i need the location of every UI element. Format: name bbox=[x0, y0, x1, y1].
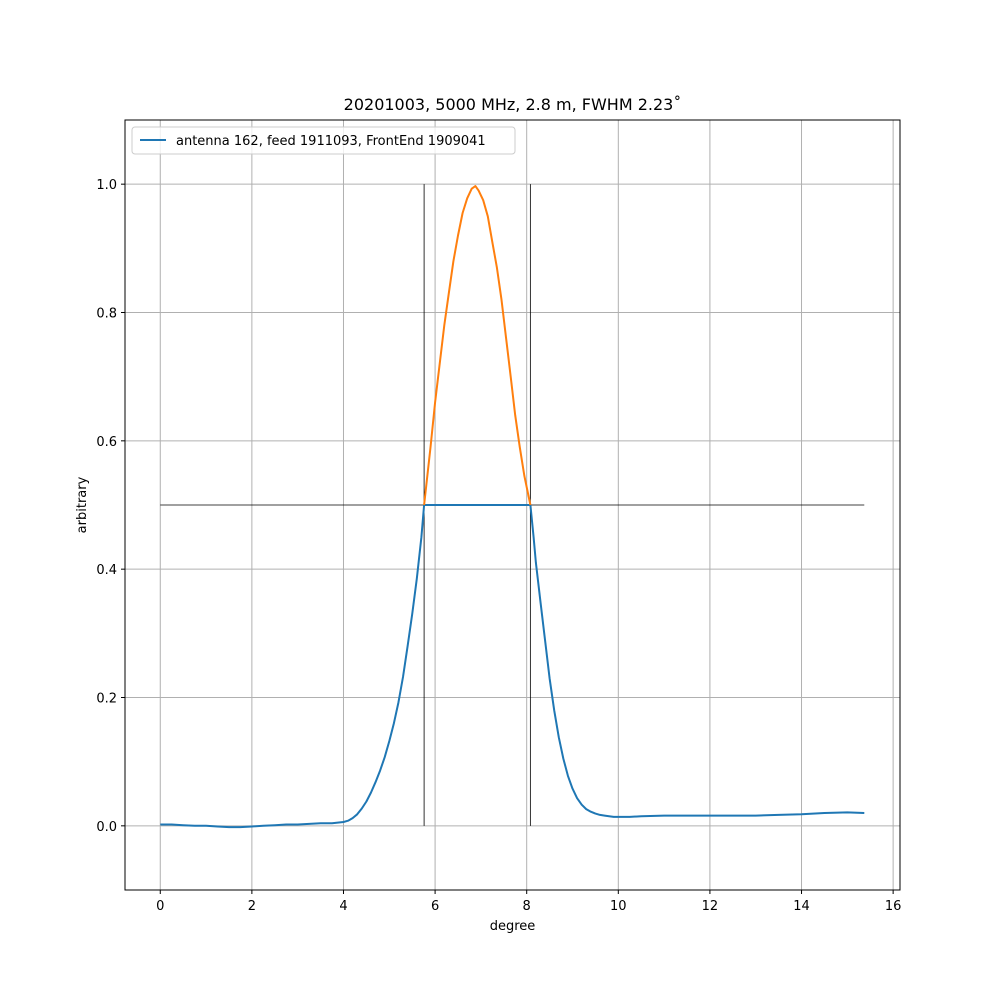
x-tick-label: 14 bbox=[793, 899, 810, 914]
y-tick-label: 0.4 bbox=[96, 563, 117, 578]
series-line-1 bbox=[160, 504, 865, 829]
x-tick-label: 10 bbox=[610, 899, 627, 914]
y-tick-label: 0.2 bbox=[96, 692, 117, 707]
x-tick-label: 8 bbox=[523, 899, 531, 914]
y-tick-label: 0.0 bbox=[96, 820, 117, 835]
y-tick-label: 1.0 bbox=[96, 178, 117, 193]
y-axis-ticks: 0.0 0.2 0.4 0.6 0.8 1.0 bbox=[96, 178, 125, 835]
x-axis-label: degree bbox=[490, 919, 536, 934]
chart-title: 20201003, 5000 MHz, 2.8 m, FWHM 2.23˚ bbox=[344, 95, 682, 114]
series-lines bbox=[160, 185, 865, 829]
y-axis-label: arbitrary bbox=[75, 476, 90, 533]
y-tick-label: 0.6 bbox=[96, 435, 117, 450]
legend-box bbox=[131, 126, 516, 155]
x-tick-label: 6 bbox=[431, 899, 439, 914]
x-tick-label: 0 bbox=[156, 899, 164, 914]
plot-frame bbox=[124, 119, 901, 891]
x-tick-label: 16 bbox=[885, 899, 902, 914]
x-tick-label: 12 bbox=[702, 899, 719, 914]
legend: antenna 162, feed 1911093, FrontEnd 1909… bbox=[131, 126, 516, 155]
series-line-2 bbox=[423, 185, 532, 506]
y-tick-label: 0.8 bbox=[96, 307, 117, 322]
grid-lines bbox=[125, 120, 900, 890]
x-tick-label: 4 bbox=[339, 899, 347, 914]
x-tick-label: 2 bbox=[248, 899, 256, 914]
x-axis-ticks: 0 2 4 6 8 10 12 14 16 bbox=[156, 890, 901, 914]
legend-entry-label: antenna 162, feed 1911093, FrontEnd 1909… bbox=[176, 134, 486, 149]
